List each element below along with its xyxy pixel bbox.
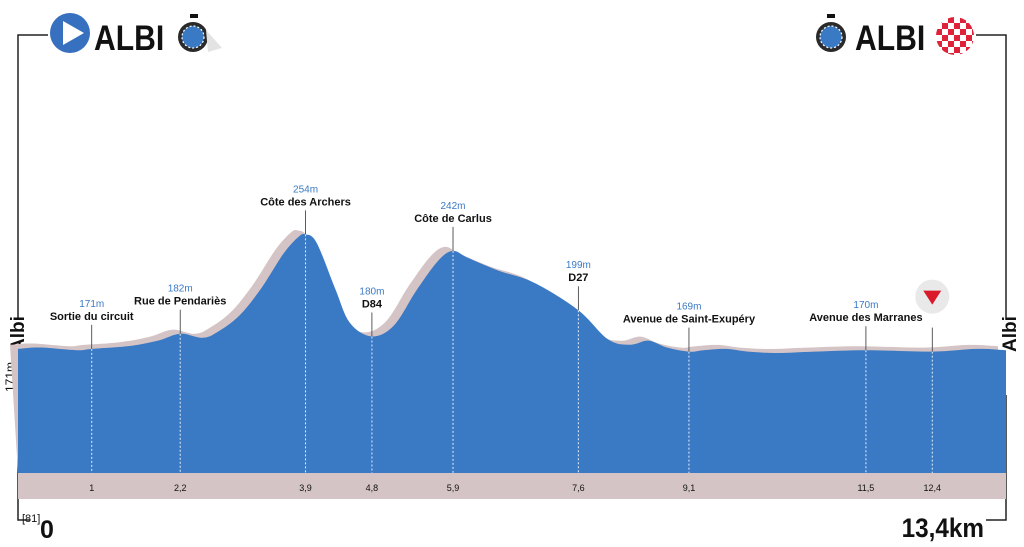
point-name: Rue de Pendariès [134,296,226,308]
finish-header: ALBI [816,14,974,58]
start-km: 0 [40,516,54,544]
point-name: Avenue de Saint-Exupéry [623,314,756,326]
point-name: Avenue des Marranes [809,312,922,324]
point-altitude: 180m [359,286,384,297]
left-town-label: Albi [8,316,29,352]
point-altitude: 171m [79,299,104,310]
point-name: D84 [362,298,383,310]
km-tick-label: 2,2 [174,483,187,493]
km-tick-label: 4,8 [366,483,379,493]
flamme-rouge-triangle [923,290,942,305]
distance-band [18,473,1006,499]
km-tick-label: 7,6 [572,483,585,493]
finish-town: ALBI [855,18,925,58]
point-name: Sortie du circuit [50,311,134,323]
right-frame-line [976,34,1007,320]
profile-area [18,233,1006,473]
point-altitude: 170m [853,300,878,311]
play-triangle [63,21,84,45]
checkered-flag-icon [936,17,974,55]
point-altitude: 242m [441,201,466,212]
km-tick-label: 3,9 [299,483,312,493]
total-distance: 13,4km [902,514,984,543]
point-altitude: 182m [168,284,193,295]
point-altitude: 254m [293,184,318,195]
finish-stopwatch-icon [816,14,846,52]
point-altitude: 199m [566,260,591,271]
km-tick-label: 12,4 [924,483,942,493]
km-tick-label: 9,1 [683,483,696,493]
right-town-label: Albi [1000,316,1021,352]
km-tick-label: 5,9 [447,483,460,493]
scale-reference: [81] [22,513,40,525]
point-altitude: 169m [676,302,701,313]
point-name: Côte de Carlus [414,213,492,225]
start-header: ALBI [50,13,222,58]
km-tick-label: 1 [89,483,94,493]
point-name: Côte des Archers [260,196,351,208]
start-town: ALBI [94,18,164,58]
point-name: D27 [568,272,588,284]
km-tick-label: 11,5 [857,483,874,493]
start-stopwatch-icon [178,14,222,52]
left-frame-line [17,34,48,320]
